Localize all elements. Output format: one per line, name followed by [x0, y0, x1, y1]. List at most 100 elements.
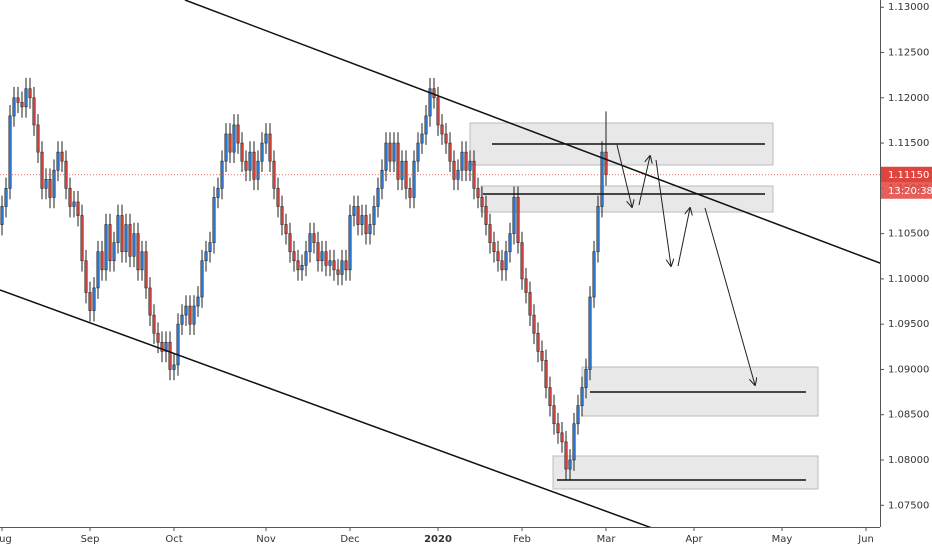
- candle-body: [560, 432, 564, 443]
- y-tick-label: 1.09000: [888, 364, 929, 375]
- x-tick-label: Oct: [165, 534, 182, 545]
- candle-body: [184, 305, 188, 316]
- candle-body: [564, 441, 568, 470]
- candle-body: [84, 260, 88, 293]
- x-tick-label: Feb: [513, 534, 531, 545]
- candle-body: [16, 97, 20, 103]
- candle-body: [456, 169, 460, 180]
- candle-body: [568, 459, 572, 470]
- candle-body: [268, 133, 272, 162]
- candle-body: [444, 133, 448, 144]
- last-price-tag: [881, 166, 932, 183]
- candle-body: [576, 405, 580, 425]
- candle-body: [280, 206, 284, 225]
- candle-body: [364, 215, 368, 234]
- y-tick-label: 1.13000: [888, 2, 929, 13]
- candle-body: [552, 405, 556, 425]
- candle-body: [252, 151, 256, 180]
- candle-body: [372, 206, 376, 225]
- candle-body: [516, 197, 520, 243]
- candle-body: [124, 224, 128, 253]
- candle-body: [56, 151, 60, 171]
- candle-body: [392, 142, 396, 162]
- candle-body: [176, 323, 180, 366]
- candle-body: [588, 296, 592, 370]
- candle-body: [592, 251, 596, 298]
- candle-body: [292, 251, 296, 262]
- candle-body: [0, 206, 4, 225]
- candle-body: [352, 206, 356, 216]
- candle-body: [188, 305, 192, 325]
- trend-line: [184, 0, 880, 264]
- candle-body: [304, 251, 308, 266]
- candle-body: [216, 188, 220, 198]
- candle-body: [120, 215, 124, 253]
- candle-body: [532, 314, 536, 334]
- candle-body: [228, 133, 232, 153]
- candle-body: [104, 224, 108, 271]
- candle-body: [132, 233, 136, 257]
- y-tick-label: 1.08500: [888, 410, 929, 421]
- candle-body: [544, 360, 548, 388]
- x-tick-label: Mar: [597, 534, 617, 545]
- candle-body: [540, 351, 544, 361]
- x-tick-label: Apr: [685, 534, 703, 545]
- candle-body: [92, 287, 96, 311]
- candle-body: [300, 265, 304, 271]
- candle-body: [108, 224, 112, 262]
- candle-body: [256, 160, 260, 180]
- candle-body: [480, 197, 484, 207]
- candle-body: [428, 88, 432, 117]
- candle-body: [464, 151, 468, 171]
- candle-body: [448, 142, 452, 162]
- candle-body: [500, 260, 504, 271]
- zone: [480, 185, 774, 213]
- candle-body: [408, 188, 412, 198]
- candle-body: [396, 142, 400, 180]
- candle-body: [404, 160, 408, 189]
- candle-body: [168, 341, 172, 370]
- candle-body: [192, 305, 196, 325]
- candle-body: [584, 369, 588, 388]
- candle-body: [204, 251, 208, 262]
- candle-body: [96, 251, 100, 289]
- candle-body: [332, 260, 336, 271]
- candle-body: [504, 251, 508, 271]
- candle-body: [436, 97, 440, 126]
- candle-body: [336, 269, 340, 275]
- candle-body: [476, 188, 480, 198]
- candle-body: [76, 201, 80, 216]
- candle-body: [32, 97, 36, 126]
- countdown-label: 13:20:38: [888, 186, 932, 197]
- candle-body: [200, 260, 204, 298]
- candle-body: [284, 224, 288, 234]
- candle-body: [112, 242, 116, 262]
- candle-body: [512, 197, 516, 234]
- candle-body: [340, 260, 344, 275]
- candle-body: [100, 251, 104, 271]
- candle-body: [556, 423, 560, 434]
- candle-body: [212, 197, 216, 243]
- candle-body: [600, 151, 604, 207]
- candle-body: [376, 188, 380, 207]
- candle-body: [8, 115, 12, 189]
- y-tick-label: 1.12000: [888, 93, 929, 104]
- x-tick-label: Aug: [0, 534, 12, 545]
- candle-body: [24, 88, 28, 108]
- candle-body: [572, 423, 576, 461]
- candle-body: [80, 215, 84, 262]
- candle-body: [384, 142, 388, 171]
- candle-body: [520, 242, 524, 280]
- candle-body: [196, 296, 200, 307]
- candle-body: [288, 233, 292, 253]
- candle-body: [36, 124, 40, 153]
- arrow: [655, 159, 671, 266]
- candle-body: [88, 292, 92, 311]
- candle-body: [44, 178, 48, 189]
- arrow: [638, 156, 650, 206]
- zone: [552, 455, 819, 490]
- candle-body: [140, 251, 144, 271]
- candle-body: [224, 133, 228, 162]
- candle-body: [4, 188, 8, 207]
